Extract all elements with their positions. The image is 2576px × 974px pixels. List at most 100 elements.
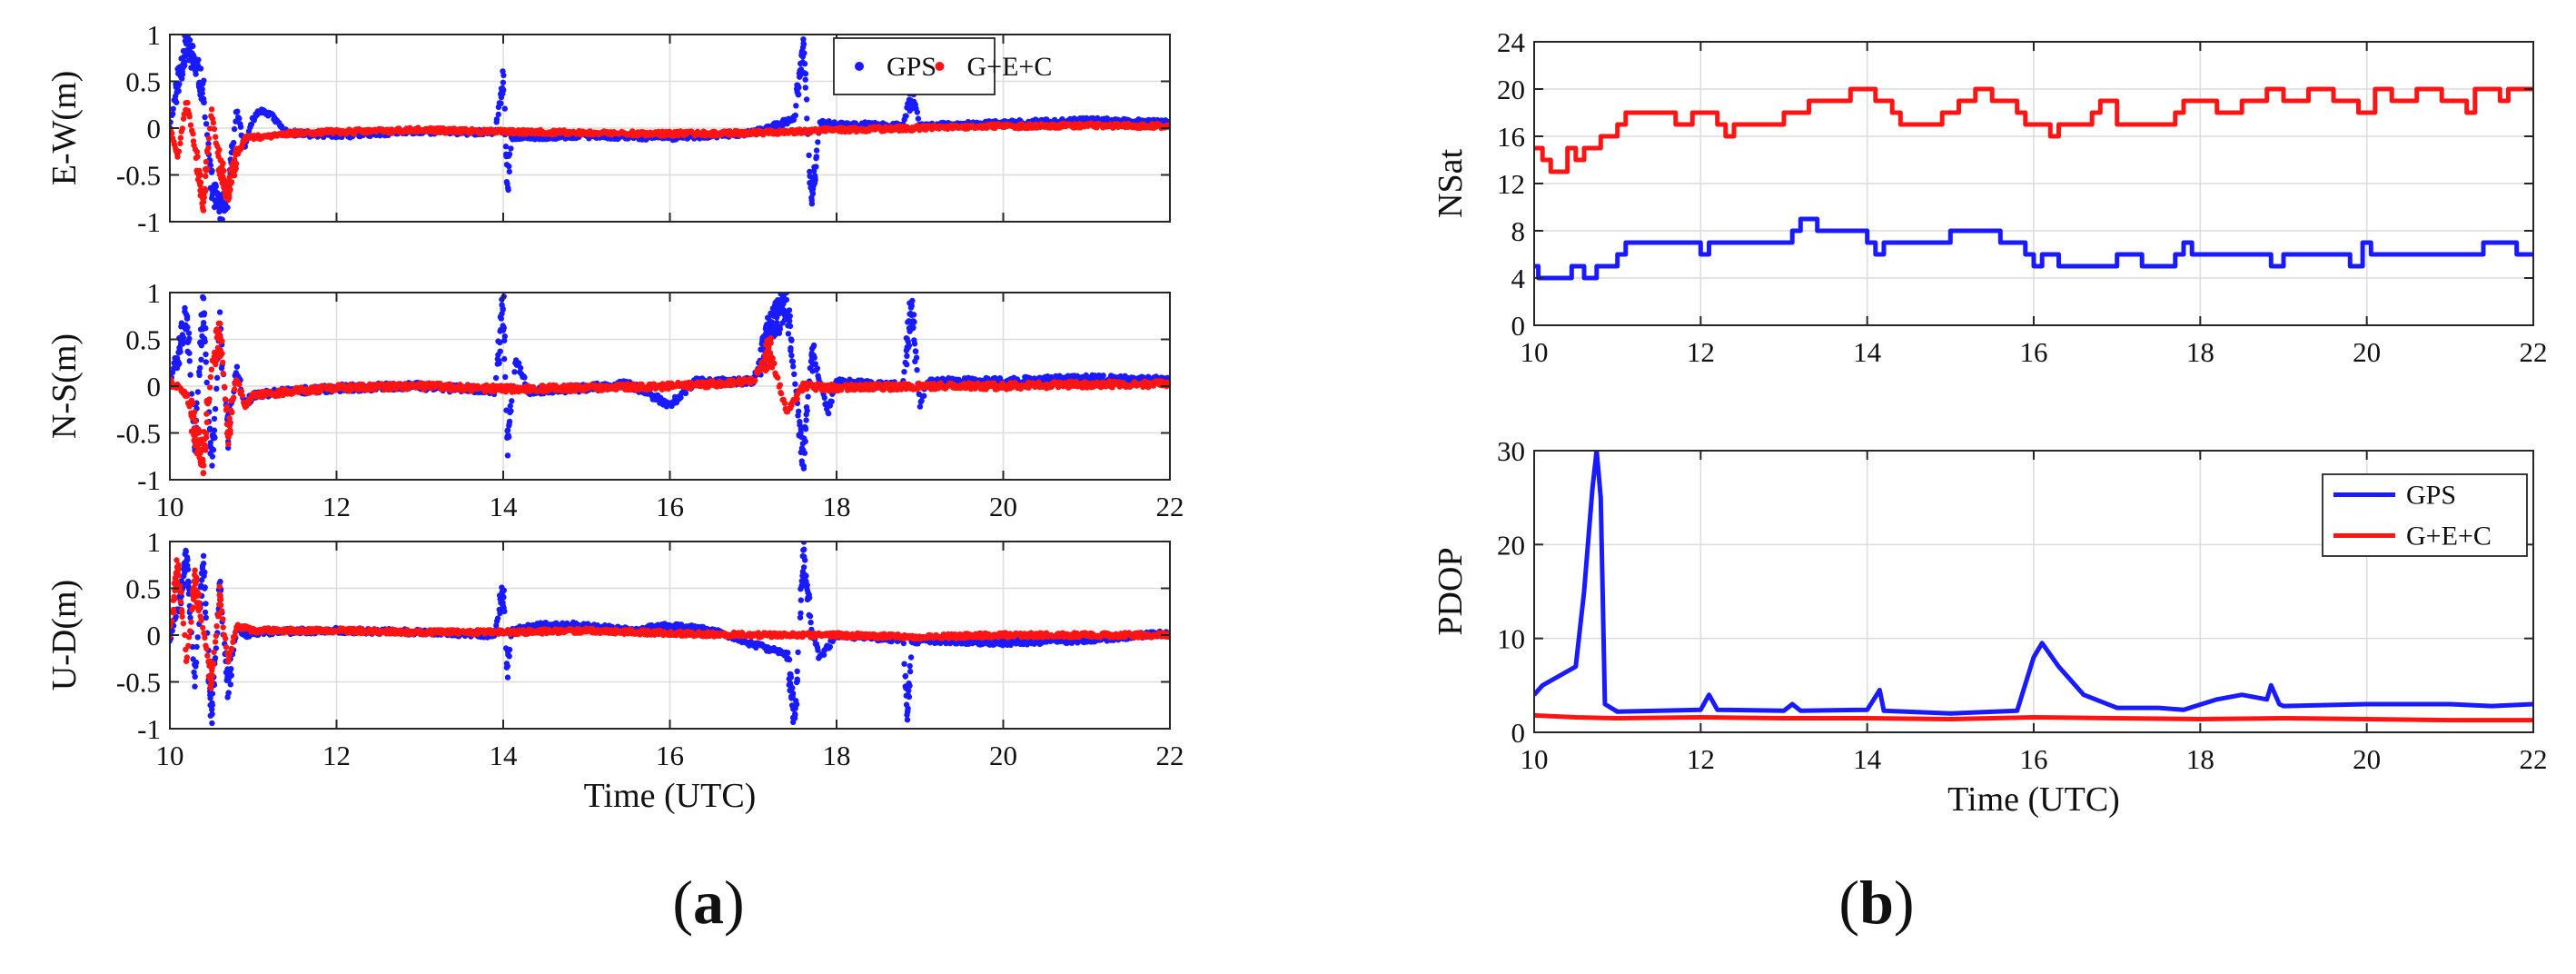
data-point [180, 115, 187, 122]
data-point [492, 374, 500, 382]
data-point [200, 458, 206, 464]
data-point [908, 303, 915, 309]
data-point [910, 312, 917, 318]
data-point [197, 179, 204, 186]
data-point [793, 103, 799, 109]
data-point [209, 453, 216, 460]
legend-label: GPS [887, 52, 936, 82]
data-point [915, 115, 922, 122]
y-tick-label: 0.5 [125, 66, 161, 98]
data-point [1104, 115, 1111, 122]
data-point [193, 149, 201, 155]
data-point [203, 379, 210, 386]
data-point [227, 186, 233, 193]
data-point [186, 350, 193, 356]
data-point [203, 430, 210, 437]
data-point [511, 369, 518, 375]
data-point [219, 216, 225, 222]
data-point [778, 390, 785, 397]
data-point [205, 135, 213, 142]
data-point [502, 144, 510, 150]
data-point [802, 438, 808, 444]
data-point [500, 327, 507, 333]
data-point [219, 351, 225, 357]
data-point [197, 65, 204, 72]
data-point [500, 87, 507, 94]
data-point [180, 333, 186, 341]
data-point [213, 183, 219, 190]
data-point [501, 105, 508, 112]
data-point [203, 325, 209, 332]
data-point [179, 341, 186, 347]
data-point [764, 366, 770, 373]
data-point [506, 151, 513, 157]
data-point [211, 415, 218, 422]
data-point [213, 357, 220, 364]
data-point [758, 363, 764, 371]
data-point [498, 100, 504, 107]
data-point [204, 165, 211, 172]
data-point [796, 84, 802, 91]
data-point [500, 305, 506, 312]
data-point [188, 391, 195, 397]
data-point [682, 390, 689, 396]
data-point [372, 386, 378, 393]
data-point [500, 72, 507, 79]
data-point [800, 36, 807, 43]
data-point [812, 176, 818, 184]
data-point [801, 61, 808, 67]
y-axis-label: E-W(m) [45, 71, 84, 186]
data-point [231, 139, 237, 146]
data-point [500, 79, 507, 86]
data-point [508, 145, 514, 152]
data-point [804, 407, 810, 414]
data-point [200, 295, 207, 302]
data-point [815, 139, 821, 145]
data-point [901, 369, 907, 375]
data-point [507, 403, 513, 410]
y-tick-label: -1 [137, 206, 161, 238]
data-point [232, 172, 238, 179]
data-point [810, 342, 817, 349]
series-gec [170, 99, 1170, 214]
data-point [202, 114, 208, 121]
data-point [796, 408, 802, 414]
data-point [224, 204, 231, 211]
data-point [521, 374, 528, 381]
data-point [496, 360, 502, 366]
data-point [177, 140, 183, 147]
plot-ew: -1-0.500.51E-W(m)GPS G+E+C [45, 19, 1171, 238]
data-point [802, 70, 809, 77]
data-point [802, 76, 808, 83]
data-point [801, 450, 808, 456]
data-point [170, 105, 176, 113]
data-point [501, 355, 508, 363]
data-point [910, 324, 916, 331]
data-point [184, 324, 191, 331]
data-point [175, 88, 182, 94]
data-point [208, 106, 215, 113]
data-point [198, 343, 204, 349]
data-point [208, 366, 215, 373]
data-point [774, 320, 780, 326]
data-point [210, 446, 217, 453]
data-point [186, 335, 193, 342]
data-point [170, 111, 176, 117]
data-point [506, 163, 512, 170]
data-point [792, 381, 798, 387]
data-point [227, 420, 233, 426]
data-point [207, 440, 213, 446]
data-point [190, 131, 196, 137]
data-point [170, 130, 175, 136]
data-point [194, 154, 201, 160]
data-point [903, 113, 909, 119]
data-point [777, 326, 783, 333]
data-point [785, 331, 792, 337]
data-point [176, 81, 183, 87]
data-point [196, 372, 203, 378]
data-point [768, 319, 775, 325]
data-point [209, 482, 214, 488]
series-group [170, 35, 1170, 222]
data-point [233, 363, 241, 370]
data-point [203, 434, 210, 441]
